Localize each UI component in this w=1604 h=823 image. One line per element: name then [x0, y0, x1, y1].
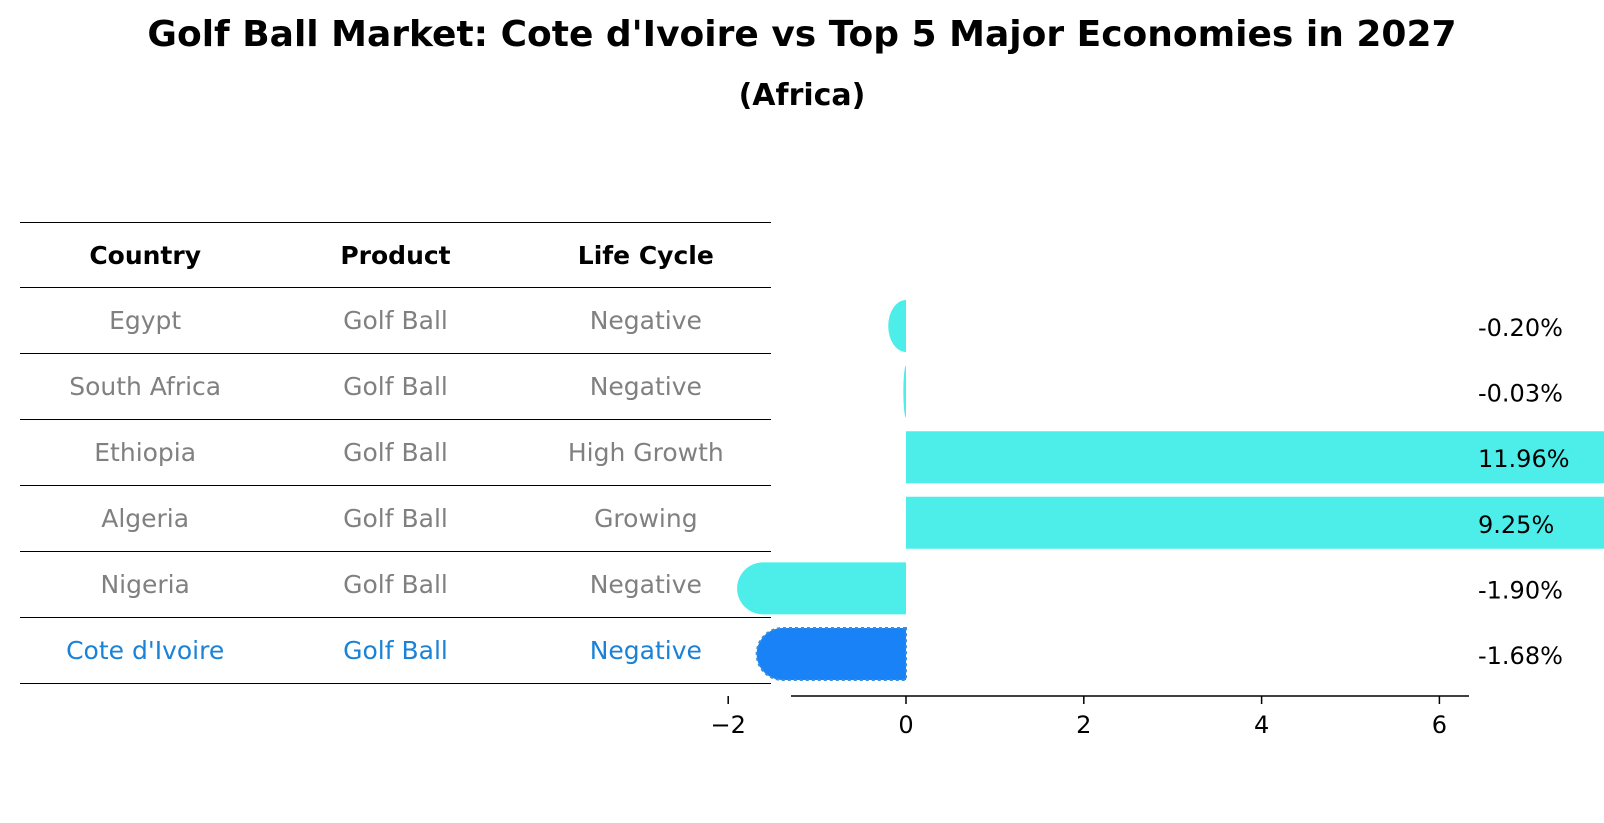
cell-product: Golf Ball [343, 438, 448, 467]
table-row: Algeria Golf Ball Growing [20, 486, 771, 552]
value-label: -0.03% [1478, 380, 1563, 408]
header-product: Product [340, 240, 451, 270]
bar-south-africa [903, 365, 906, 418]
cell-life-cycle: Negative [589, 372, 702, 401]
value-label: 11.96% [1478, 445, 1570, 473]
cell-life-cycle: Negative [589, 570, 702, 599]
value-label: 9.25% [1478, 511, 1554, 539]
country-table: Country Product Life Cycle Egypt Golf Ba… [20, 222, 771, 684]
x-tick-label: −2 [711, 711, 746, 739]
cell-product: Golf Ball [343, 306, 448, 335]
bar-egypt [888, 300, 906, 352]
chart-subtitle: (Africa) [738, 78, 866, 113]
cell-life-cycle: Negative [589, 306, 702, 335]
cell-country: Algeria [101, 504, 190, 533]
table-row-highlight: Cote d'Ivoire Golf Ball Negative [20, 618, 771, 684]
x-tick-label: 6 [1432, 711, 1447, 739]
value-label: -1.90% [1478, 576, 1563, 604]
bar-algeria [906, 496, 1604, 549]
table-header-row: Country Product Life Cycle [20, 222, 771, 288]
cell-product: Golf Ball [343, 372, 448, 401]
bar-ethiopia [906, 431, 1604, 484]
x-tick-label: 0 [898, 711, 913, 739]
cell-product: Golf Ball [343, 504, 448, 533]
cell-country: Cote d'Ivoire [66, 636, 225, 665]
cell-country: Egypt [109, 306, 182, 335]
cell-country: Ethiopia [94, 438, 197, 467]
cell-life-cycle: Growing [594, 504, 698, 533]
bar-cote-d-ivoire [755, 627, 907, 681]
x-tick-label: 4 [1254, 711, 1269, 739]
cell-product: Golf Ball [343, 570, 448, 599]
value-label: -1.68% [1478, 642, 1563, 670]
cell-life-cycle: High Growth [567, 438, 724, 467]
table-row: Nigeria Golf Ball Negative [20, 552, 771, 618]
header-country: Country [89, 240, 202, 270]
bar-nigeria [737, 562, 906, 615]
header-life-cycle: Life Cycle [577, 240, 714, 270]
table-row: South Africa Golf Ball Negative [20, 354, 771, 420]
x-tick-label: 2 [1076, 711, 1091, 739]
cell-country: South Africa [69, 372, 222, 401]
cell-life-cycle: Negative [589, 636, 702, 665]
table-row: Egypt Golf Ball Negative [20, 288, 771, 354]
cell-product: Golf Ball [343, 636, 448, 665]
chart-title: Golf Ball Market: Cote d'Ivoire vs Top 5… [147, 14, 1457, 55]
table-row: Ethiopia Golf Ball High Growth [20, 420, 771, 486]
value-label: -0.20% [1478, 314, 1563, 342]
cell-country: Nigeria [100, 570, 190, 599]
